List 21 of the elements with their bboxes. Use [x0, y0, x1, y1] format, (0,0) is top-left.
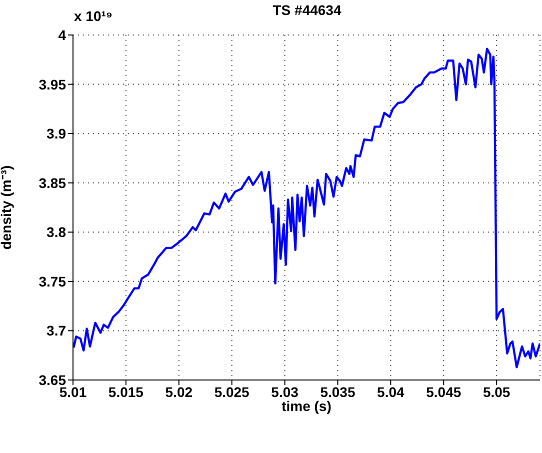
y-tick-label: 3.7: [46, 322, 66, 339]
x-tick-label: 5.025: [214, 384, 250, 400]
x-axis-title: time (s): [282, 398, 332, 414]
y-tick-label: 4: [58, 26, 66, 43]
y-tick-label: 3.65: [38, 372, 66, 388]
x-tick-label: 5.02: [165, 384, 193, 400]
chart-title: TS #44634: [272, 2, 342, 18]
x-tick-label: 5.045: [426, 384, 462, 400]
y-tick-label: 3.9: [46, 126, 66, 142]
y-tick-label: 3.85: [38, 174, 66, 191]
x-tick-label: 5.035: [320, 384, 356, 400]
y-tick-label: 3.75: [38, 273, 66, 290]
y-axis-title: density (m⁻³): [0, 165, 14, 250]
x-tick-label: 5.015: [108, 384, 144, 400]
text: x 10¹⁹: [74, 8, 113, 24]
x-tick-label: 5.05: [482, 384, 510, 400]
x-tick-label: 5.04: [377, 384, 405, 400]
line-series: [73, 48, 540, 368]
y-tick-label: 3.8: [46, 224, 66, 240]
x-tick-label: 5.03: [271, 384, 299, 400]
y-tick-label: 3.95: [38, 76, 66, 92]
